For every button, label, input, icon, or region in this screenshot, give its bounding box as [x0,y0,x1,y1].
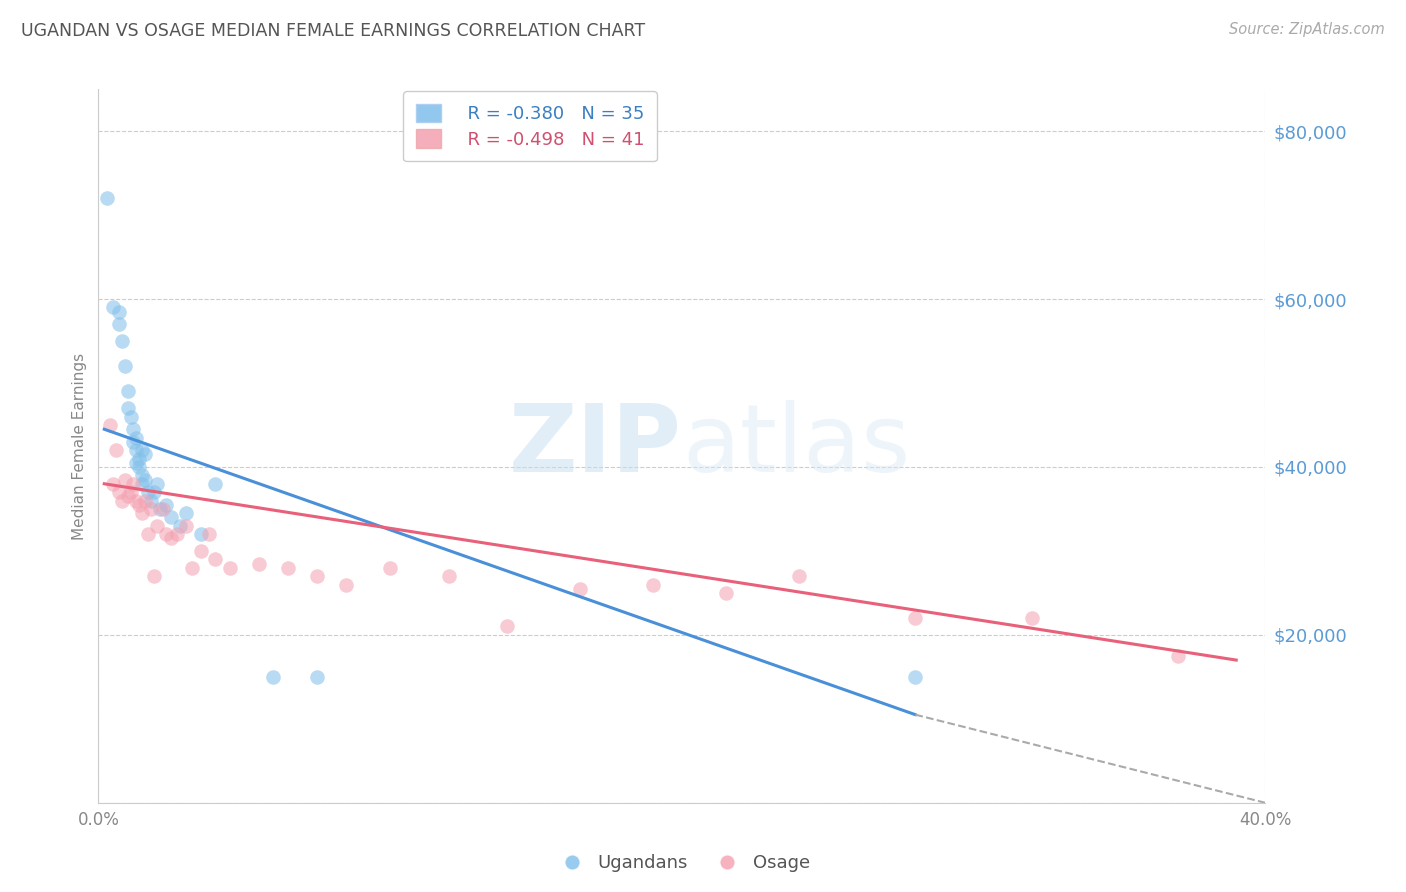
Point [160,510,183,524]
Point [142,485,165,500]
Point [98,417,121,432]
Point [495,619,517,633]
Point [122,476,145,491]
Point [128,460,150,475]
Point [131,443,153,458]
Point [108,318,131,332]
Point [134,493,156,508]
Point [166,527,188,541]
Point [139,502,162,516]
Point [218,560,240,574]
Point [134,473,156,487]
Point [787,569,810,583]
Point [117,384,139,399]
Point [378,560,402,574]
Text: UGANDAN VS OSAGE MEDIAN FEMALE EARNINGS CORRELATION CHART: UGANDAN VS OSAGE MEDIAN FEMALE EARNINGS … [21,22,645,40]
Point [641,577,664,591]
Point [114,473,136,487]
Point [125,443,148,458]
Text: ZIP: ZIP [509,400,682,492]
Point [96,191,118,205]
Point [125,456,148,470]
Point [146,518,169,533]
Point [120,409,142,424]
Point [122,422,145,436]
Point [198,527,221,541]
Point [120,485,142,500]
Point [125,431,148,445]
Point [169,518,191,533]
Point [136,527,159,541]
Text: Source: ZipAtlas.com: Source: ZipAtlas.com [1229,22,1385,37]
Point [125,493,148,508]
Point [139,493,162,508]
Point [149,502,172,516]
Point [117,489,139,503]
Point [152,502,174,516]
Point [180,560,202,574]
Point [174,506,197,520]
Point [131,468,153,483]
Point [146,476,169,491]
Point [437,569,460,583]
Point [131,476,153,491]
Point [335,577,357,591]
Point [904,611,927,625]
Point [262,670,284,684]
Point [1021,611,1043,625]
Point [247,557,270,571]
Point [128,498,150,512]
Point [101,476,124,491]
Point [122,434,145,449]
Point [111,493,134,508]
Point [114,359,136,374]
Point [204,476,226,491]
Point [134,447,156,461]
Point [307,569,329,583]
Point [568,582,591,596]
Point [904,670,927,684]
Point [155,527,177,541]
Point [108,485,131,500]
Point [117,401,139,416]
Point [155,498,177,512]
Point [136,485,159,500]
Point [128,451,150,466]
Point [108,304,131,318]
Point [111,334,134,348]
Point [142,569,165,583]
Point [174,518,197,533]
Point [104,443,127,458]
Point [160,532,183,546]
Point [190,527,212,541]
Legend: Ugandans, Osage: Ugandans, Osage [547,847,817,880]
Point [190,544,212,558]
Y-axis label: Median Female Earnings: Median Female Earnings [72,352,87,540]
Text: atlas: atlas [682,400,910,492]
Point [277,560,299,574]
Point [101,301,124,315]
Point [714,586,737,600]
Point [1167,648,1189,663]
Point [131,506,153,520]
Point [204,552,226,566]
Point [307,670,329,684]
